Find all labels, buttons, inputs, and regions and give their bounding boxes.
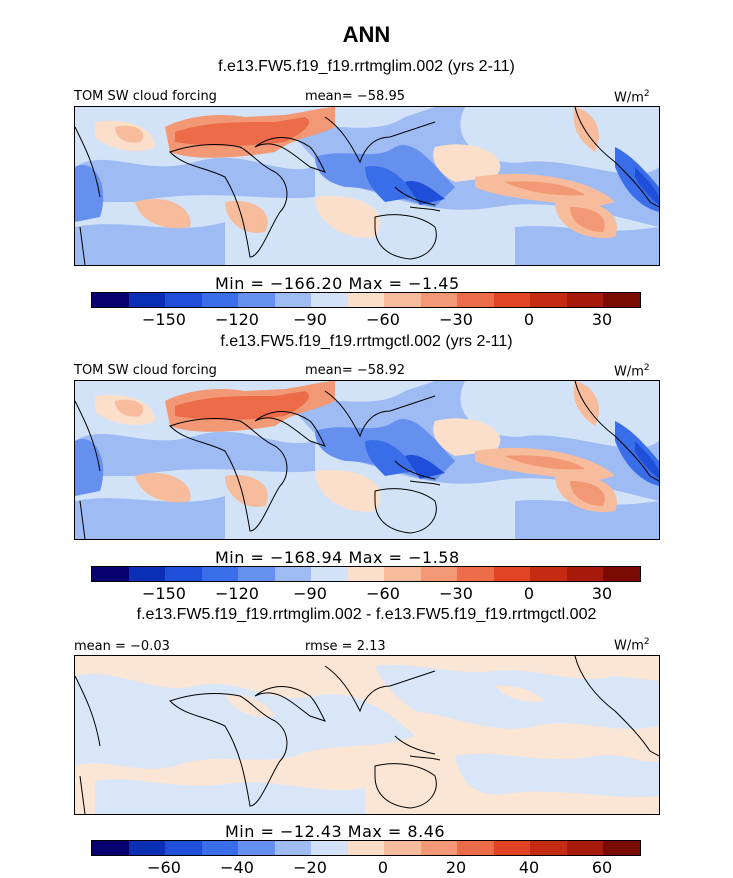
- colorbar-swatch: [603, 293, 640, 307]
- colorbar-swatch: [420, 567, 458, 581]
- colorbar-swatch: [92, 841, 129, 855]
- colorbar-swatch: [238, 841, 275, 855]
- colorbar-tick: 0: [523, 584, 535, 603]
- colorbar-tick: 20: [445, 858, 467, 877]
- panel1-colorbar: [91, 292, 641, 308]
- colorbar-tick: −20: [293, 858, 327, 877]
- colorbar-swatch: [311, 293, 348, 307]
- colorbar-tick: 40: [518, 858, 540, 877]
- colorbar-swatch: [493, 293, 531, 307]
- panel3-case-label: f.e13.FW5.f19_f19.rrtmglim.002 - f.e13.F…: [136, 606, 597, 623]
- colorbar-swatch: [420, 293, 458, 307]
- colorbar-tick: −30: [439, 310, 473, 329]
- colorbar-swatch: [493, 841, 531, 855]
- colorbar-swatch: [311, 841, 348, 855]
- colorbar-swatch: [92, 567, 129, 581]
- colorbar-tick: −90: [293, 584, 327, 603]
- colorbar-swatch: [384, 567, 421, 581]
- panel2-map: [74, 380, 660, 540]
- colorbar-swatch: [530, 567, 567, 581]
- colorbar-swatch: [274, 567, 312, 581]
- panel2-units: W/m2: [614, 363, 650, 380]
- colorbar-swatch: [566, 293, 604, 307]
- colorbar-swatch: [384, 841, 421, 855]
- panel2-stats: Min = −168.94 Max = −1.58: [215, 548, 460, 567]
- colorbar-swatch: [165, 567, 202, 581]
- colorbar-tick: −60: [147, 858, 181, 877]
- colorbar-swatch: [566, 567, 604, 581]
- panel3-map-field: [75, 656, 659, 814]
- panel3-map: [74, 655, 660, 815]
- panel1-case-label: f.e13.FW5.f19_f19.rrtmglim.002 (yrs 2-11…: [218, 58, 515, 75]
- colorbar-swatch: [274, 293, 312, 307]
- colorbar-swatch: [603, 567, 640, 581]
- colorbar-swatch: [420, 841, 458, 855]
- colorbar-tick: −60: [366, 310, 400, 329]
- colorbar-swatch: [566, 841, 604, 855]
- colorbar-swatch: [92, 293, 129, 307]
- colorbar-swatch: [238, 293, 275, 307]
- panel1-mean-label: mean= −58.95: [305, 89, 406, 104]
- panel3-mean-label: mean = −0.03: [74, 639, 170, 654]
- panel2-case-label: f.e13.FW5.f19_f19.rrtmgctl.002 (yrs 2-11…: [220, 333, 513, 350]
- panel2-colorbar-ticks: −150 −120 −90 −60 −30 0 30: [91, 584, 639, 603]
- colorbar-tick: −150: [142, 310, 186, 329]
- panel2-colorbar: [91, 566, 641, 582]
- colorbar-swatch: [347, 841, 385, 855]
- colorbar-tick: −120: [215, 584, 259, 603]
- panel3-colorbar: [91, 840, 641, 856]
- colorbar-swatch: [165, 841, 202, 855]
- panel1-map: [74, 106, 660, 266]
- colorbar-swatch: [457, 567, 494, 581]
- colorbar-tick: 60: [591, 858, 613, 877]
- colorbar-swatch: [457, 293, 494, 307]
- panel1-map-field: [75, 107, 659, 265]
- colorbar-tick: −120: [215, 310, 259, 329]
- colorbar-swatch: [457, 841, 494, 855]
- panel1-left-label: TOM SW cloud forcing: [74, 89, 217, 104]
- colorbar-tick: 30: [591, 310, 613, 329]
- colorbar-tick: 0: [523, 310, 535, 329]
- colorbar-swatch: [201, 293, 239, 307]
- colorbar-tick: −40: [220, 858, 254, 877]
- colorbar-tick: −90: [293, 310, 327, 329]
- colorbar-swatch: [493, 567, 531, 581]
- colorbar-swatch: [311, 567, 348, 581]
- panel1-stats: Min = −166.20 Max = −1.45: [215, 274, 460, 293]
- panel2-left-label: TOM SW cloud forcing: [74, 363, 217, 378]
- colorbar-swatch: [128, 841, 166, 855]
- panel2-mean-label: mean= −58.92: [305, 363, 406, 378]
- colorbar-swatch: [384, 293, 421, 307]
- panel3-rmse-label: rmse = 2.13: [305, 639, 386, 654]
- colorbar-swatch: [530, 841, 567, 855]
- colorbar-swatch: [165, 293, 202, 307]
- colorbar-swatch: [530, 293, 567, 307]
- figure-title: ANN: [342, 22, 391, 47]
- colorbar-swatch: [201, 567, 239, 581]
- colorbar-swatch: [347, 567, 385, 581]
- colorbar-swatch: [603, 841, 640, 855]
- colorbar-tick: −150: [142, 584, 186, 603]
- colorbar-swatch: [274, 841, 312, 855]
- colorbar-swatch: [128, 567, 166, 581]
- panel3-stats: Min = −12.43 Max = 8.46: [225, 822, 446, 841]
- colorbar-swatch: [238, 567, 275, 581]
- panel3-colorbar-ticks: −60 −40 −20 0 20 40 60: [91, 858, 639, 877]
- colorbar-tick: 0: [377, 858, 389, 877]
- colorbar-swatch: [128, 293, 166, 307]
- colorbar-tick: −60: [366, 584, 400, 603]
- colorbar-swatch: [347, 293, 385, 307]
- colorbar-tick: −30: [439, 584, 473, 603]
- panel1-units: W/m2: [614, 89, 650, 106]
- colorbar-tick: 30: [591, 584, 613, 603]
- panel3-units: W/m2: [614, 637, 650, 654]
- panel1-colorbar-ticks: −150 −120 −90 −60 −30 0 30: [91, 310, 639, 329]
- colorbar-swatch: [201, 841, 239, 855]
- panel2-map-field: [75, 381, 659, 539]
